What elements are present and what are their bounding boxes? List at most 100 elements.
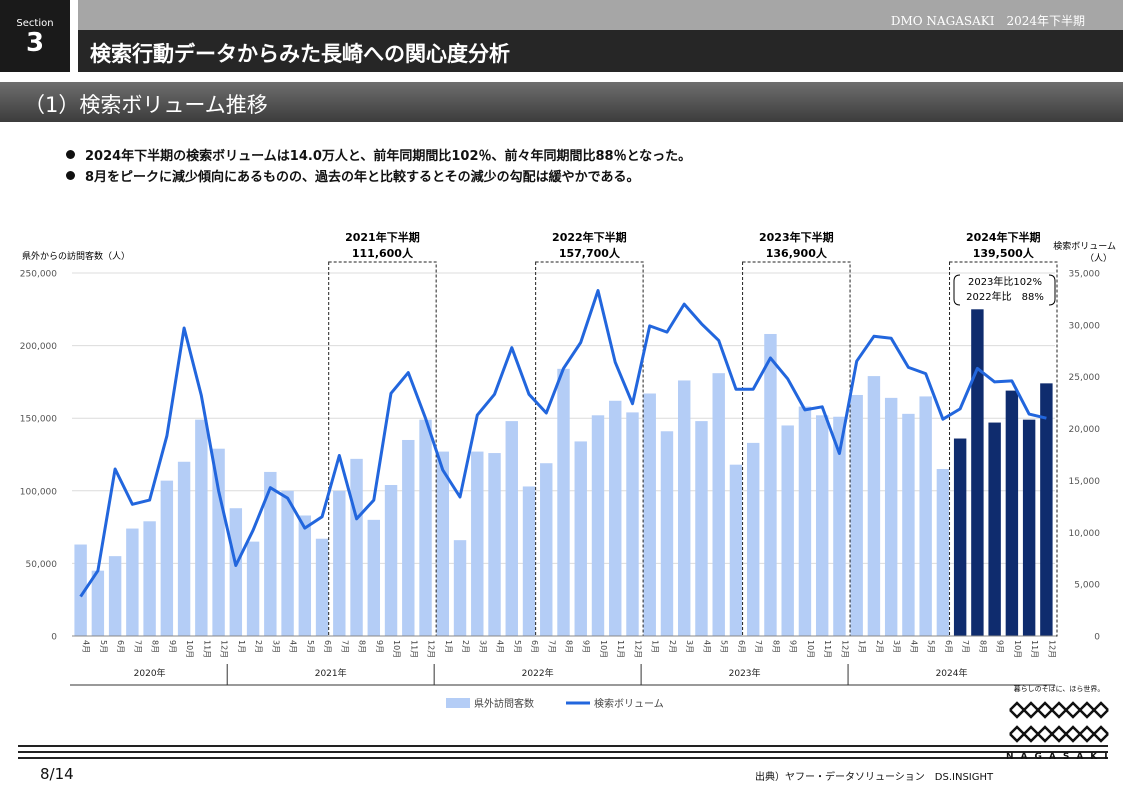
bullet-dot-icon: [66, 171, 75, 180]
bar: [419, 419, 432, 636]
bar: [281, 490, 294, 636]
bar: [436, 451, 449, 636]
bullet-dot-icon: [66, 150, 75, 159]
x-tick-label: 6月: [323, 640, 332, 653]
legend-line-label: 検索ボリューム: [594, 697, 664, 710]
x-tick-label: 5月: [927, 640, 936, 653]
x-tick-label: 5月: [306, 640, 315, 653]
bar: [177, 461, 191, 636]
x-tick-label: 4月: [496, 640, 505, 653]
y-tick-label: 100,000: [20, 487, 57, 497]
x-tick-label: 7月: [133, 640, 142, 653]
year-label: 2023年: [729, 667, 761, 679]
bar: [953, 438, 967, 636]
x-tick-label: 5月: [720, 640, 729, 653]
page-title: 検索行動データからみた長崎への関心度分析: [90, 42, 510, 66]
section-label: Section: [16, 18, 54, 29]
x-tick-label: 11月: [1030, 640, 1039, 658]
bar: [108, 556, 122, 636]
bullet-text: 8月をピークに減少傾向にあるものの、過去の年と比較するとその減少の勾配は緩やかで…: [85, 170, 640, 185]
year-label: 2024年: [936, 667, 968, 679]
bar: [1040, 383, 1053, 636]
page-subtitle: （1）検索ボリューム推移: [24, 93, 268, 117]
x-tick-label: 6月: [530, 640, 539, 653]
bar: [591, 415, 605, 636]
x-tick-label: 2月: [668, 640, 677, 653]
bar: [798, 406, 812, 636]
bar: [815, 415, 829, 636]
logo-tagline: 暮らしのそばに、ほら世界。: [1013, 685, 1105, 693]
bar: [988, 422, 1001, 636]
x-tick-label: 2月: [461, 640, 470, 653]
bar: [971, 309, 984, 636]
x-tick-label: 3月: [892, 640, 901, 653]
bar: [1022, 419, 1036, 636]
bar: [505, 421, 518, 636]
period-label: 2023年下半期: [759, 230, 834, 244]
x-tick-label: 11月: [823, 640, 832, 658]
year-label: 2020年: [134, 667, 166, 679]
bar: [74, 544, 87, 636]
x-tick-label: 11月: [202, 640, 211, 658]
header-top-bar: DMO NAGASAKI 2024年下半期: [78, 0, 1123, 30]
bar: [367, 519, 381, 636]
bar: [678, 380, 691, 636]
bar: [902, 413, 915, 636]
x-tick-label: 9月: [582, 640, 591, 653]
bar: [126, 528, 139, 636]
section-number: 3: [25, 28, 45, 58]
bar: [453, 540, 467, 636]
bar: [867, 376, 881, 636]
y2-tick-label: 35,000: [1069, 270, 1101, 280]
bar: [936, 469, 950, 636]
bullet-item: 8月をピークに減少傾向にあるものの、過去の年と比較するとその減少の勾配は緩やかで…: [66, 167, 691, 188]
search-volume-line: [79, 289, 1047, 598]
x-tick-label: 8月: [358, 640, 367, 653]
y-tick-label: 0: [51, 633, 57, 643]
y2-tick-label: 20,000: [1069, 425, 1101, 435]
footer-divider-bottom: [18, 757, 1108, 759]
x-tick-label: 9月: [375, 640, 384, 653]
y-axis-title: 県外からの訪問客数（人）: [22, 250, 130, 262]
x-tick-label: 8月: [771, 640, 780, 653]
bar: [833, 416, 846, 636]
bar: [212, 448, 225, 636]
bar: [1005, 390, 1019, 636]
x-tick-label: 3月: [478, 640, 487, 653]
x-tick-label: 10月: [392, 640, 401, 658]
x-tick-label: 7月: [547, 640, 556, 653]
title-bar: 検索行動データからみた長崎への関心度分析: [78, 30, 1123, 72]
x-tick-label: 3月: [271, 640, 280, 653]
x-tick-label: 6月: [116, 640, 125, 653]
bar: [471, 451, 484, 636]
period-value: 136,900人: [766, 246, 828, 260]
y2-tick-label: 5,000: [1074, 581, 1100, 591]
x-tick-label: 8月: [151, 640, 160, 653]
bar: [919, 396, 932, 636]
footer-divider-middle: [18, 751, 1108, 753]
period-value: 157,700人: [559, 246, 621, 260]
x-tick-label: 4月: [82, 640, 91, 653]
comparison-line-2: 2022年比 88%: [966, 290, 1044, 303]
x-tick-label: 5月: [513, 640, 522, 653]
bar: [488, 453, 501, 636]
x-tick-label: 7月: [961, 640, 970, 653]
y2-axis-unit: （人）: [1085, 253, 1112, 264]
page-number: 8/14: [40, 765, 74, 783]
legend-bar-swatch: [446, 698, 470, 708]
comparison-line-1: 2023年比102%: [968, 275, 1042, 288]
y2-tick-label: 25,000: [1069, 373, 1101, 383]
x-tick-label: 9月: [789, 640, 798, 653]
logo-name: NAGASAKI: [1006, 752, 1115, 762]
chart-legend: 県外訪問客数 検索ボリューム: [446, 697, 664, 710]
x-tick-label: 12月: [427, 640, 436, 658]
bar: [781, 425, 794, 636]
bar: [695, 421, 708, 636]
x-tick-label: 8月: [978, 640, 987, 653]
y2-tick-label: 10,000: [1069, 529, 1101, 539]
y2-axis-title: 検索ボリューム: [1053, 240, 1116, 252]
y2-tick-label: 30,000: [1069, 321, 1101, 331]
summary-bullets: 2024年下半期の検索ボリュームは14.0万人と、前年同期間比102％、前々年同…: [66, 146, 691, 188]
x-tick-label: 9月: [168, 640, 177, 653]
y-tick-label: 250,000: [20, 270, 57, 280]
